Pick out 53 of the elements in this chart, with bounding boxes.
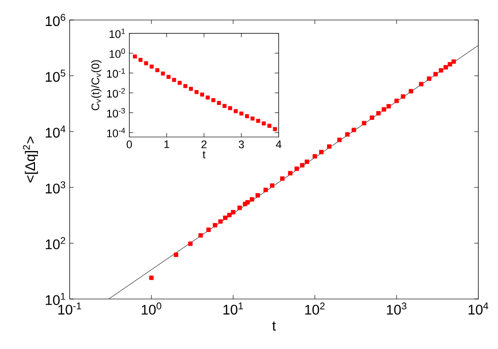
y-tick-label: 10$^{5}$ bbox=[46, 70, 66, 82]
y-tick-label: 10$^{2}$ bbox=[46, 237, 66, 250]
point bbox=[256, 118, 260, 123]
point bbox=[144, 61, 148, 66]
x-tick-label: 10$^{1}$ bbox=[223, 302, 243, 315]
point bbox=[155, 68, 160, 72]
point bbox=[234, 109, 238, 114]
point bbox=[166, 74, 171, 79]
y-tick-label: 10$^{-1}$ bbox=[107, 68, 125, 78]
y-tick-label: 10$^{0}$ bbox=[110, 48, 125, 58]
point bbox=[262, 121, 266, 126]
point bbox=[222, 104, 227, 108]
y-tick-label: 10$^{-4}$ bbox=[107, 128, 126, 138]
point bbox=[194, 90, 199, 94]
x-tick-label: 10$^{2}$ bbox=[305, 302, 325, 315]
point bbox=[239, 112, 244, 116]
point bbox=[272, 127, 277, 132]
x-tick-label: 10$^{-1}$ bbox=[58, 302, 82, 315]
y-axis-title: <[Δq]$^{2}$> bbox=[22, 136, 38, 182]
y-tick-label: 10$^{-3}$ bbox=[107, 108, 125, 118]
point bbox=[150, 64, 154, 69]
point bbox=[267, 124, 272, 128]
y-tick-label: 10$^{1}$ bbox=[110, 28, 125, 38]
y-tick-label: 10$^{3}$ bbox=[46, 181, 66, 194]
point bbox=[228, 106, 232, 110]
point bbox=[178, 80, 182, 85]
point bbox=[188, 86, 193, 91]
point bbox=[138, 58, 142, 62]
x-tick-label: 3 bbox=[238, 140, 244, 148]
point bbox=[172, 78, 176, 82]
point bbox=[200, 92, 204, 97]
y-tick-label: 10$^{6}$ bbox=[46, 14, 66, 26]
x-axis-title: t bbox=[202, 151, 206, 158]
point bbox=[216, 100, 221, 105]
x-axis-title: t bbox=[272, 322, 276, 331]
x-tick-label: 10$^{3}$ bbox=[386, 302, 406, 315]
y-tick-label: 10$^{-2}$ bbox=[107, 88, 125, 98]
x-tick-label: 1 bbox=[164, 140, 170, 148]
point bbox=[244, 114, 249, 118]
x-tick-label: 4 bbox=[276, 140, 282, 148]
point bbox=[211, 98, 216, 102]
y-tick-label: 10$^{1}$ bbox=[46, 292, 66, 306]
x-tick-label: 2 bbox=[202, 140, 206, 148]
x-tick-label: 10$^{4}$ bbox=[468, 302, 488, 315]
y-axis-title: C$_{v}$(t)/C$_{v}$(0) bbox=[91, 60, 102, 110]
x-tick-label: 10$^{0}$ bbox=[142, 302, 162, 315]
point bbox=[206, 96, 210, 100]
point bbox=[160, 72, 165, 76]
x-tick-label: 0 bbox=[126, 140, 132, 148]
point bbox=[183, 84, 188, 88]
point bbox=[250, 116, 255, 121]
y-tick-label: 10$^{4}$ bbox=[46, 126, 66, 138]
point bbox=[132, 54, 137, 58]
